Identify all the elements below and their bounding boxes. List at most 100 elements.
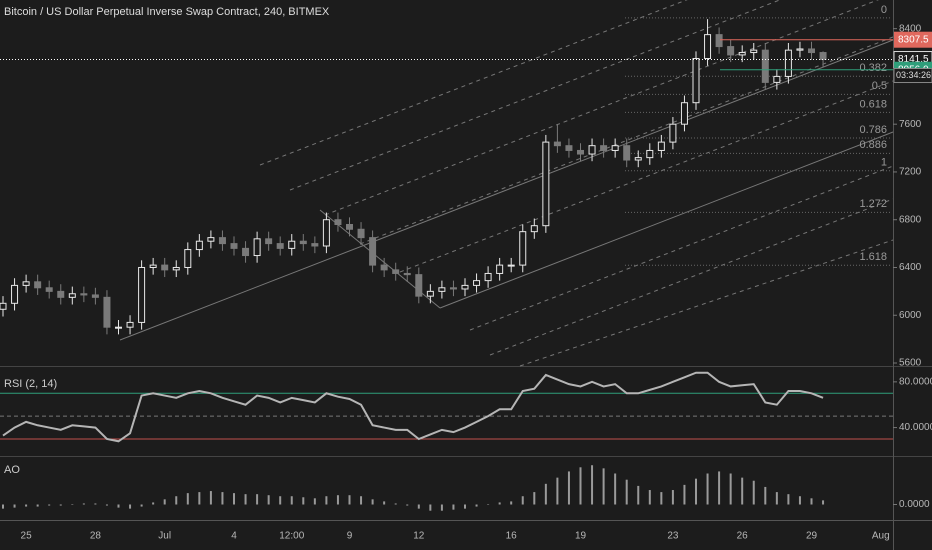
ao-bar bbox=[302, 497, 305, 505]
channel-line bbox=[469, 165, 894, 331]
ao-bar bbox=[383, 501, 386, 505]
y-tick-label: 0.0000 bbox=[899, 499, 930, 510]
channel-line bbox=[519, 239, 894, 367]
candle-body bbox=[577, 149, 584, 155]
candle-body bbox=[138, 266, 146, 323]
ao-bar bbox=[198, 492, 201, 505]
ao-bar bbox=[48, 504, 51, 506]
ao-bar bbox=[348, 495, 351, 505]
candle-body bbox=[22, 281, 30, 286]
ao-bar bbox=[625, 479, 628, 505]
candle-body bbox=[438, 287, 446, 292]
ao-bar bbox=[25, 504, 28, 507]
candle-body bbox=[392, 269, 400, 274]
fib-level-label: 0 bbox=[881, 4, 887, 16]
candle-body bbox=[588, 145, 596, 155]
ao-bar bbox=[567, 471, 570, 505]
ao-bar bbox=[440, 504, 443, 511]
ao-bar bbox=[510, 501, 513, 505]
x-tick-label: 12 bbox=[413, 531, 425, 542]
channel-line bbox=[119, 39, 894, 341]
ao-bar bbox=[279, 496, 282, 505]
ao-bar bbox=[591, 465, 594, 505]
ao-bar bbox=[637, 485, 640, 505]
candle-body bbox=[103, 296, 111, 328]
ao-bar bbox=[336, 495, 339, 505]
ao-bar bbox=[256, 494, 259, 505]
ao-bar bbox=[394, 503, 397, 505]
candle-body bbox=[623, 145, 631, 161]
y-tick-label: 5600 bbox=[899, 358, 922, 369]
candle-body bbox=[473, 280, 481, 286]
candle-body bbox=[207, 237, 215, 242]
ao-bar bbox=[233, 493, 235, 505]
ao-bar bbox=[140, 504, 143, 507]
channel-line bbox=[399, 80, 894, 273]
countdown-label: 03:34:26 bbox=[896, 70, 931, 80]
ao-bar bbox=[614, 473, 617, 505]
ao-bar bbox=[752, 480, 755, 505]
candle-body bbox=[0, 302, 7, 310]
candle-body bbox=[600, 145, 608, 151]
channel-line bbox=[259, 0, 688, 166]
ao-bar bbox=[129, 504, 132, 509]
ao-bar bbox=[371, 499, 374, 505]
candle-body bbox=[519, 231, 527, 266]
y-tick-label: 40.0000 bbox=[899, 422, 932, 433]
price-label: 8307.5 bbox=[898, 34, 929, 45]
candle-body bbox=[230, 243, 238, 249]
ao-bar bbox=[706, 473, 709, 505]
ao-bar bbox=[117, 504, 120, 508]
y-tick-label: 7600 bbox=[899, 119, 922, 130]
ao-bar bbox=[313, 498, 316, 505]
candle-body bbox=[299, 240, 307, 245]
ao-bar bbox=[152, 502, 155, 505]
candle-body bbox=[715, 34, 723, 48]
ao-bar bbox=[186, 493, 189, 505]
y-tick-label: 7200 bbox=[899, 167, 922, 178]
candle-body bbox=[45, 287, 53, 292]
ao-title: AO bbox=[4, 464, 20, 476]
ao-bar bbox=[163, 499, 166, 505]
candle-body bbox=[784, 49, 792, 77]
ao-bar bbox=[602, 468, 605, 505]
ao-bar bbox=[810, 498, 813, 505]
candle-body bbox=[461, 284, 469, 290]
ao-bar bbox=[695, 478, 697, 505]
ao-bar bbox=[822, 500, 825, 505]
x-tick-label: 12:00 bbox=[279, 531, 304, 542]
y-tick-label: 8400 bbox=[899, 23, 922, 34]
candle-body bbox=[253, 238, 261, 257]
ao-bar bbox=[36, 504, 39, 507]
x-tick-label: 28 bbox=[90, 531, 102, 542]
channel-line bbox=[289, 0, 781, 191]
ao-bar bbox=[487, 504, 490, 505]
x-tick-label: 26 bbox=[737, 531, 749, 542]
ao-bar bbox=[556, 477, 559, 505]
candle-body bbox=[380, 264, 388, 271]
candle-body bbox=[484, 272, 492, 282]
candle-body bbox=[657, 141, 665, 151]
ao-bar bbox=[544, 483, 547, 505]
ao-bar bbox=[452, 504, 455, 510]
fib-level-label: 0.786 bbox=[859, 124, 887, 136]
ao-bar bbox=[475, 504, 478, 507]
ao-bar bbox=[648, 490, 651, 505]
candle-body bbox=[808, 48, 815, 54]
price-label-box bbox=[894, 31, 932, 48]
channel-line bbox=[489, 198, 894, 356]
ao-bar bbox=[82, 503, 85, 505]
candle-body bbox=[34, 281, 42, 289]
ao-bar bbox=[429, 504, 432, 511]
candle-body bbox=[704, 34, 712, 60]
candle-body bbox=[357, 228, 365, 239]
candle-body bbox=[426, 290, 434, 297]
candle-body bbox=[322, 219, 330, 247]
fib-level-label: 1.272 bbox=[859, 198, 887, 210]
candle-body bbox=[91, 294, 99, 298]
candle-body bbox=[542, 141, 550, 227]
ao-bar bbox=[290, 496, 293, 505]
fib-level-label: 0.5 bbox=[872, 80, 887, 92]
candle-body bbox=[369, 237, 377, 266]
